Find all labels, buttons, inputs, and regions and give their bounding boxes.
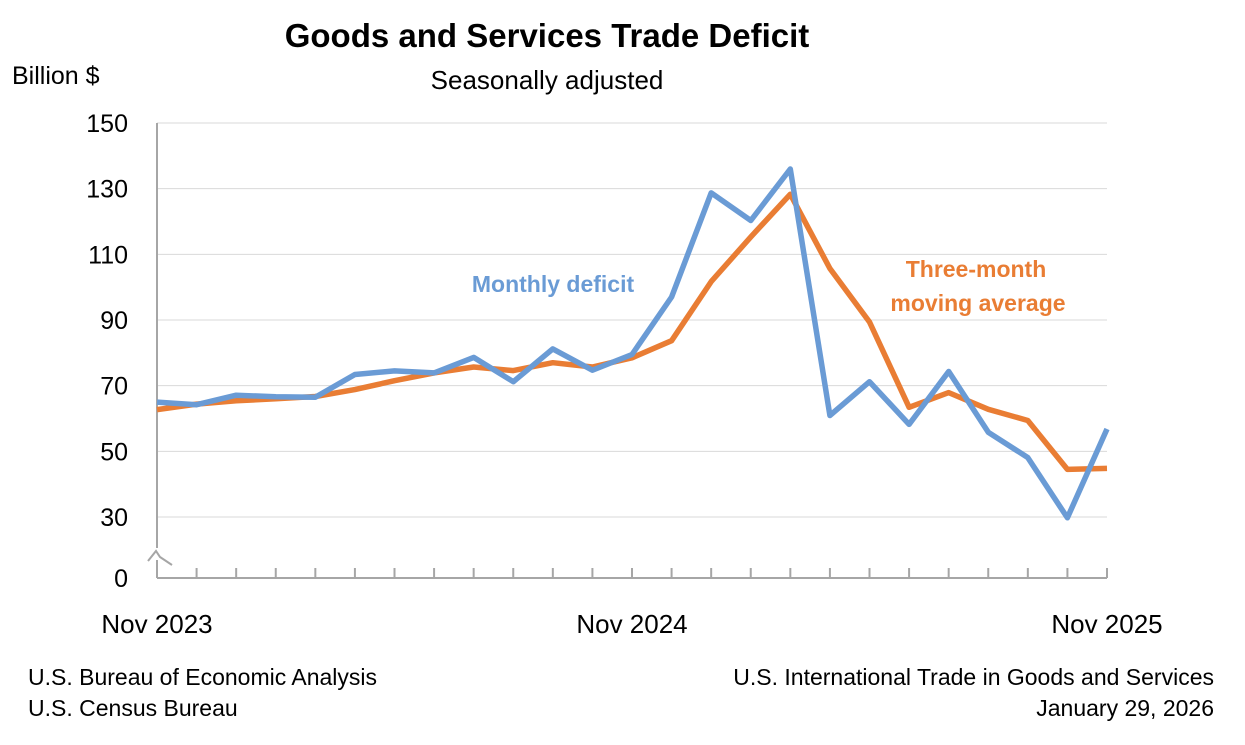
series-line-moving-average [156, 191, 1108, 473]
y-tick-110: 110 [88, 241, 128, 269]
y-tick-150: 150 [86, 110, 128, 138]
series-line-monthly-deficit [156, 166, 1110, 521]
footer-left: U.S. Bureau of Economic Analysis U.S. Ce… [28, 662, 377, 724]
footer-release-date: January 29, 2026 [1036, 695, 1214, 721]
y-tick-50: 50 [100, 438, 128, 466]
footer-census: U.S. Census Bureau [28, 695, 238, 721]
axis-break-mark [147, 549, 173, 566]
x-tick-label-1: Nov 2024 [576, 609, 687, 639]
y-tick-30: 30 [100, 504, 128, 532]
gridlines [157, 122, 1107, 518]
x-tick-label-2: Nov 2025 [1051, 609, 1162, 639]
y-tick-70: 70 [100, 373, 128, 401]
footer-right: U.S. International Trade in Goods and Se… [733, 662, 1214, 724]
annotation-moving-average-line2: moving average [890, 290, 1065, 316]
chart-title: Goods and Services Trade Deficit [285, 17, 810, 54]
footer-report-name: U.S. International Trade in Goods and Se… [733, 664, 1214, 690]
y-tick-labels: 0 30 50 70 90 110 130 150 [86, 110, 128, 593]
annotation-moving-average-line1: Three-month [906, 256, 1047, 282]
x-tick-labels: Nov 2023 Nov 2024 Nov 2025 [101, 609, 1162, 639]
chart-subtitle: Seasonally adjusted [431, 65, 664, 95]
y-tick-90: 90 [100, 307, 128, 335]
footer-bea: U.S. Bureau of Economic Analysis [28, 664, 377, 690]
axes [147, 123, 1108, 579]
y-tick-130: 130 [86, 176, 128, 204]
y-axis-label: Billion $ [12, 62, 100, 90]
x-tick-label-0: Nov 2023 [101, 609, 212, 639]
y-tick-0: 0 [114, 565, 128, 593]
annotation-monthly-deficit: Monthly deficit [472, 271, 635, 297]
series-lines [156, 166, 1110, 521]
